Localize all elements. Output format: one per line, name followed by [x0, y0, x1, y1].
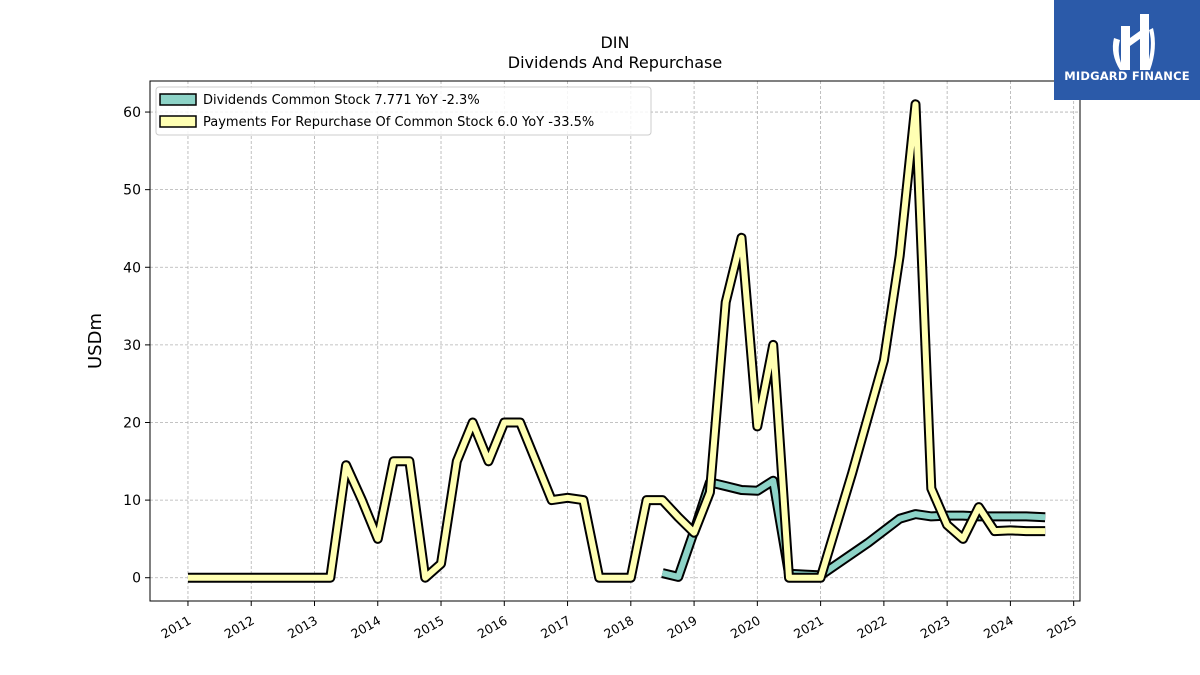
x-tick-label: 2018 — [601, 613, 636, 642]
legend-box — [155, 86, 652, 136]
legend-label-1: Payments For Repurchase Of Common Stock … — [203, 115, 594, 130]
brand-logo-text: MIDGARD FINANCE — [1064, 69, 1190, 83]
brand-logo-icon — [1112, 14, 1155, 70]
brand-logo: MIDGARD FINANCE — [1054, 0, 1200, 100]
legend-swatch-1 — [159, 115, 197, 128]
x-tick-label: 2024 — [981, 613, 1016, 642]
x-tick-label: 2020 — [728, 613, 763, 642]
legend-swatch-0 — [159, 93, 197, 106]
legend-label-0: Dividends Common Stock 7.771 YoY -2.3% — [203, 93, 480, 108]
x-tick-label: 2011 — [158, 613, 193, 642]
x-tick-label: 2012 — [222, 613, 257, 642]
x-tick-label: 2014 — [348, 613, 383, 642]
y-tick-label: 0 — [132, 571, 141, 587]
x-tick-label: 2025 — [1044, 613, 1079, 642]
y-tick-label: 40 — [123, 260, 141, 276]
x-tick-label: 2021 — [791, 613, 826, 642]
y-tick-label: 20 — [123, 415, 141, 431]
y-tick-label: 60 — [123, 105, 141, 121]
series-1-line — [188, 101, 1046, 581]
chart-subtitle: Dividends And Repurchase — [508, 53, 722, 72]
x-tick-label: 2015 — [411, 613, 446, 642]
x-tick-label: 2017 — [538, 613, 573, 642]
chart-title: DIN — [600, 33, 629, 52]
x-tick-label: 2016 — [475, 613, 510, 642]
x-tick-label: 2022 — [854, 613, 889, 642]
y-axis-label: USDm — [85, 313, 106, 369]
x-tick-label: 2019 — [665, 613, 700, 642]
y-tick-label: 10 — [123, 493, 141, 509]
x-tick-label: 2013 — [285, 613, 320, 642]
y-tick-label: 50 — [123, 183, 141, 199]
plot-frame — [149, 80, 1081, 602]
x-tick-label: 2023 — [918, 613, 953, 642]
y-tick-label: 30 — [123, 338, 141, 354]
